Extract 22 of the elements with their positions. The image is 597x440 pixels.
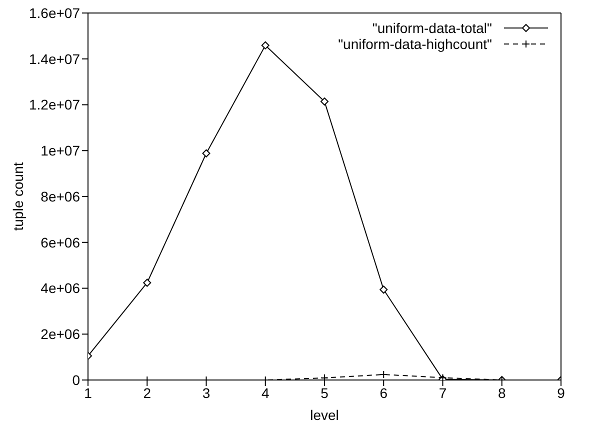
x-tick-label: 5 bbox=[320, 384, 329, 401]
x-tick-label: 4 bbox=[261, 384, 270, 401]
y-tick-label: 1.4e+07 bbox=[29, 50, 80, 67]
y-tick-label: 8e+06 bbox=[40, 188, 80, 204]
x-tick-label: 9 bbox=[557, 384, 566, 401]
y-tick-label: 4e+06 bbox=[40, 280, 80, 296]
y-tick-label: 0 bbox=[72, 372, 80, 388]
legend-label: "uniform-data-highcount" bbox=[338, 36, 492, 52]
x-tick-label: 8 bbox=[498, 384, 506, 401]
y-tick-label: 1e+07 bbox=[40, 142, 80, 159]
legend-label: "uniform-data-total" bbox=[372, 20, 492, 36]
x-tick-label: 6 bbox=[380, 384, 388, 401]
y-axis-title: tuple count bbox=[10, 162, 26, 231]
y-tick-label: 2e+06 bbox=[40, 326, 80, 342]
x-tick-label: 2 bbox=[143, 384, 152, 401]
x-tick-label: 7 bbox=[438, 384, 447, 401]
y-tick-label: 1.2e+07 bbox=[29, 96, 80, 113]
x-tick-label: 3 bbox=[202, 384, 210, 401]
y-tick-label: 1.6e+07 bbox=[29, 4, 80, 21]
x-tick-label: 1 bbox=[84, 384, 92, 401]
x-axis-title: level bbox=[310, 407, 339, 423]
y-tick-label: 6e+06 bbox=[40, 234, 80, 250]
